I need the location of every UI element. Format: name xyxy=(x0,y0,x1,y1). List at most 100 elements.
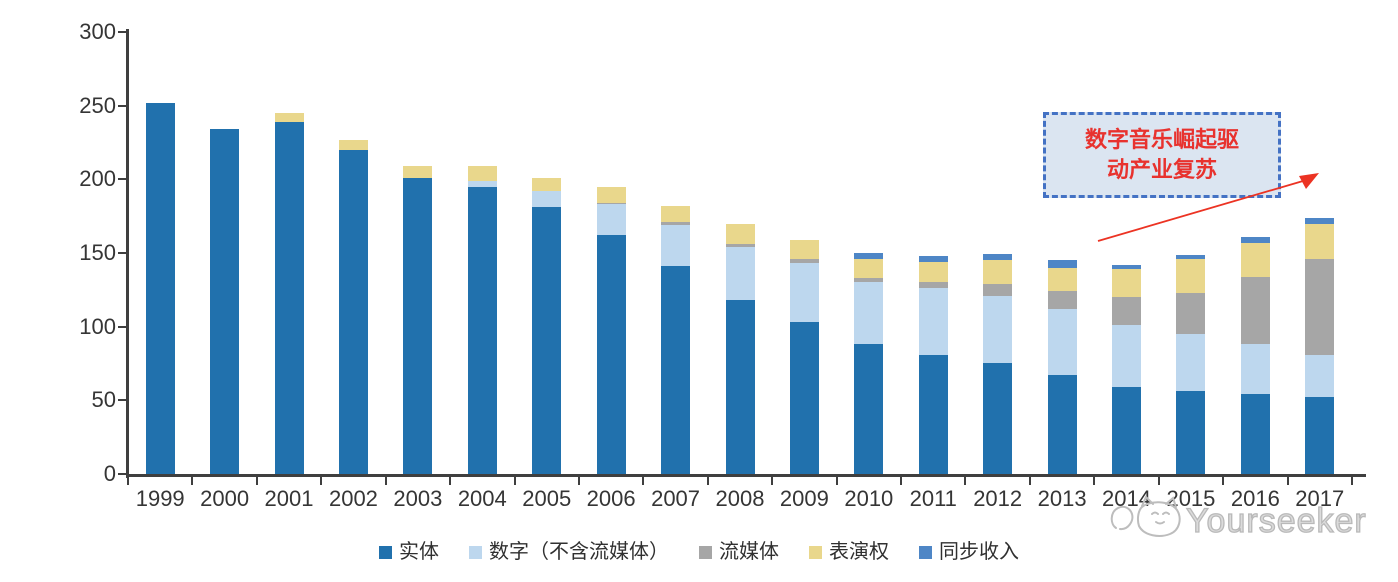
x-tick-label: 2005 xyxy=(522,486,572,511)
bar-segment xyxy=(532,191,562,208)
bar-segment xyxy=(403,177,433,474)
stacked-bar-2013 xyxy=(1047,260,1077,474)
bar-segment xyxy=(1112,325,1142,388)
bar-segment xyxy=(1047,267,1077,292)
y-tick xyxy=(118,325,127,328)
stacked-bar-2016 xyxy=(1240,236,1270,474)
x-tick-label: 2016 xyxy=(1230,486,1280,511)
bar-segment xyxy=(725,300,755,474)
y-tick-label: 0 xyxy=(103,461,116,486)
bar-segment xyxy=(338,139,368,150)
bar-segment xyxy=(854,344,884,474)
bar-segment xyxy=(1176,258,1206,293)
bar-segment xyxy=(789,239,819,259)
bar-segment xyxy=(1112,269,1142,298)
stacked-bar-1999 xyxy=(145,102,175,474)
x-tick-label: 2017 xyxy=(1295,486,1345,511)
bar-segment xyxy=(596,186,626,203)
y-tick-label: 150 xyxy=(79,240,116,265)
x-tick xyxy=(835,477,838,485)
legend-item: 数字（不含流媒体） xyxy=(469,541,669,563)
stacked-bar-2008 xyxy=(725,223,755,474)
bar-segment xyxy=(1047,291,1077,309)
bar-segment xyxy=(1176,254,1206,259)
x-tick xyxy=(384,477,387,485)
stacked-bar-2005 xyxy=(532,177,562,474)
bar-segment xyxy=(596,235,626,474)
x-tick xyxy=(900,477,903,485)
bar-segment xyxy=(1112,387,1142,474)
bar-segment xyxy=(789,258,819,264)
x-tick-label: 2012 xyxy=(973,486,1023,511)
y-tick-label: 50 xyxy=(91,387,116,413)
x-tick xyxy=(1351,477,1353,485)
x-tick xyxy=(1093,477,1096,485)
bar-segment xyxy=(467,166,497,181)
x-tick xyxy=(255,477,258,485)
x-tick xyxy=(771,477,774,485)
y-tick xyxy=(118,31,127,33)
bar-segment xyxy=(1240,276,1270,345)
x-axis-line xyxy=(126,474,1366,477)
x-tick xyxy=(127,477,129,485)
bar-segment xyxy=(1176,292,1206,335)
y-tick xyxy=(118,399,127,402)
legend-label: 表演权 xyxy=(829,541,889,563)
bar-segment xyxy=(918,354,948,474)
legend-label: 同步收入 xyxy=(939,541,1019,563)
bar-segment xyxy=(1112,264,1142,270)
y-tick-label: 200 xyxy=(79,166,116,192)
bar-segment xyxy=(1240,242,1270,277)
legend-item: 同步收入 xyxy=(919,541,1019,563)
bar-segment xyxy=(661,266,691,474)
x-tick xyxy=(191,477,194,485)
bar-segment xyxy=(854,253,884,259)
x-tick xyxy=(577,477,580,485)
bar-segment xyxy=(918,261,948,283)
bar-segment xyxy=(983,295,1013,364)
legend-swatch-icon xyxy=(699,545,712,559)
bar-segment xyxy=(274,113,304,122)
y-tick-label: 100 xyxy=(79,313,116,339)
legend-item: 表演权 xyxy=(809,541,889,563)
x-tick-label: 2001 xyxy=(264,486,314,511)
x-tick xyxy=(513,477,516,485)
y-tick xyxy=(118,178,127,181)
bar-segment xyxy=(1240,344,1270,395)
y-tick xyxy=(118,473,127,475)
annotation-text-line2: 动产业复苏 xyxy=(1106,157,1217,182)
bar-segment xyxy=(983,254,1013,261)
bar-segment xyxy=(1176,334,1206,392)
legend-item: 实体 xyxy=(379,541,439,563)
x-tick xyxy=(449,477,452,485)
x-tick-label: 2011 xyxy=(909,486,957,511)
y-axis-line xyxy=(126,29,129,478)
x-tick-label: 1999 xyxy=(135,486,185,511)
bar-segment xyxy=(725,223,755,245)
bar-segment xyxy=(1176,391,1206,474)
x-tick xyxy=(1157,477,1160,485)
bar-segment xyxy=(725,247,755,301)
bar-segment xyxy=(1305,223,1335,259)
bar-segment xyxy=(145,102,175,474)
bar-segment xyxy=(661,222,691,225)
annotation-callout: 数字音乐崛起驱 动产业复苏 xyxy=(1043,112,1281,198)
watermark-text: Yourseeker xyxy=(1185,501,1367,540)
bar-segment xyxy=(854,278,884,283)
bar-segment xyxy=(661,205,691,223)
stacked-bar-2011 xyxy=(918,255,948,474)
x-tick-label: 2009 xyxy=(779,486,829,511)
bar-segment xyxy=(983,283,1013,296)
bar-segment xyxy=(467,186,497,474)
stacked-bar-2017 xyxy=(1305,217,1335,474)
x-tick-label: 2002 xyxy=(328,486,378,511)
bar-segment xyxy=(532,207,562,474)
bar-segment xyxy=(1047,260,1077,268)
bar-segment xyxy=(789,322,819,474)
stacked-bar-2014 xyxy=(1112,264,1142,474)
watermark: Yourseeker xyxy=(1108,494,1367,548)
bar-segment xyxy=(1240,394,1270,474)
stacked-bar-2003 xyxy=(403,166,433,474)
legend-swatch-icon xyxy=(379,545,392,559)
